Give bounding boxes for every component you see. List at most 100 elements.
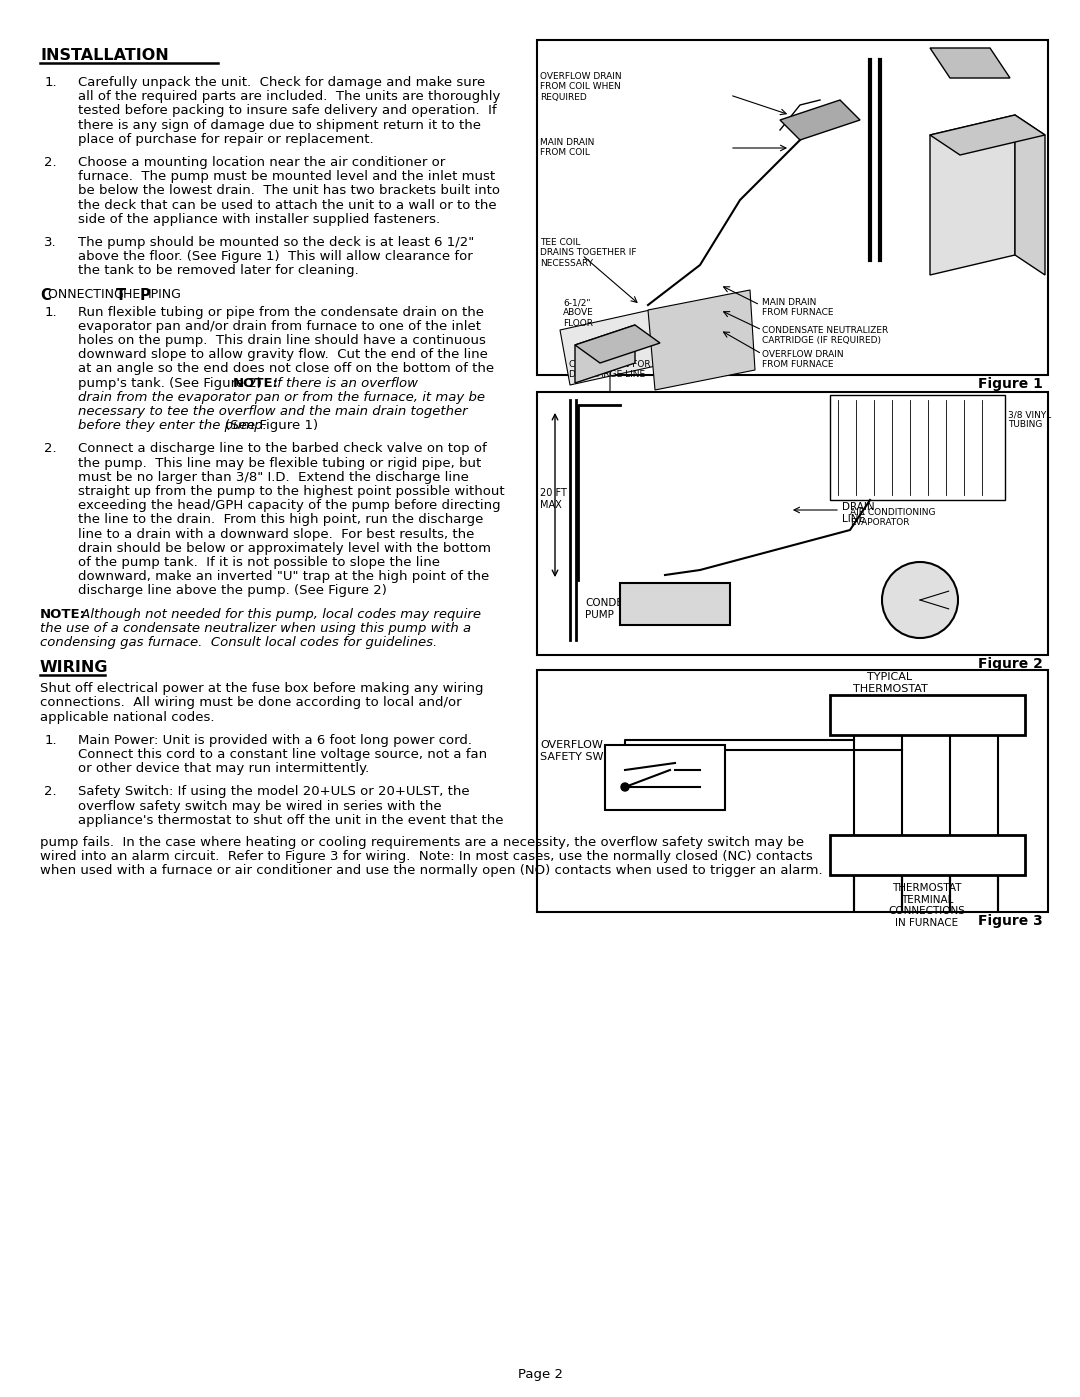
Text: Y: Y bbox=[988, 701, 1008, 729]
Text: evaporator pan and/or drain from furnace to one of the inlet: evaporator pan and/or drain from furnace… bbox=[78, 320, 481, 332]
Text: WIRING: WIRING bbox=[40, 661, 108, 675]
Text: P: P bbox=[140, 288, 151, 303]
Text: when used with a furnace or air conditioner and use the normally open (NO) conta: when used with a furnace or air conditio… bbox=[40, 865, 823, 877]
Text: the use of a condensate neutralizer when using this pump with a: the use of a condensate neutralizer when… bbox=[40, 622, 471, 634]
Text: 1.: 1. bbox=[44, 306, 57, 319]
Bar bbox=[537, 671, 1048, 912]
Text: overflow safety switch may be wired in series with the: overflow safety switch may be wired in s… bbox=[78, 799, 442, 813]
Text: the line to the drain.  From this high point, run the discharge: the line to the drain. From this high po… bbox=[78, 514, 484, 527]
Bar bbox=[831, 835, 1025, 875]
Text: wired into an alarm circuit.  Refer to Figure 3 for wiring.  Note: In most cases: wired into an alarm circuit. Refer to Fi… bbox=[40, 851, 813, 863]
Text: at an angle so the end does not close off on the bottom of the: at an angle so the end does not close of… bbox=[78, 362, 495, 376]
Text: connections.  All wiring must be done according to local and/or: connections. All wiring must be done acc… bbox=[40, 696, 461, 710]
Text: holes on the pump.  This drain line should have a continuous: holes on the pump. This drain line shoul… bbox=[78, 334, 486, 346]
Text: NOTE:: NOTE: bbox=[40, 608, 86, 620]
Text: HE: HE bbox=[123, 288, 145, 300]
Text: IPING: IPING bbox=[148, 288, 181, 300]
Text: 2.: 2. bbox=[44, 785, 57, 799]
Text: before they enter the pump.: before they enter the pump. bbox=[78, 419, 267, 432]
Text: Y: Y bbox=[988, 841, 1008, 869]
Text: 2.: 2. bbox=[44, 443, 57, 455]
Polygon shape bbox=[1015, 115, 1045, 275]
Text: must be no larger than 3/8" I.D.  Extend the discharge line: must be no larger than 3/8" I.D. Extend … bbox=[78, 471, 469, 483]
Polygon shape bbox=[930, 115, 1045, 155]
Text: MAIN DRAIN
FROM COIL: MAIN DRAIN FROM COIL bbox=[540, 138, 594, 158]
Text: discharge line above the pump. (See Figure 2): discharge line above the pump. (See Figu… bbox=[78, 584, 387, 598]
Text: appliance's thermostat to shut off the unit in the event that the: appliance's thermostat to shut off the u… bbox=[78, 814, 503, 827]
Text: OVERFLOW
SAFETY SWITCH: OVERFLOW SAFETY SWITCH bbox=[540, 740, 629, 761]
Text: the deck that can be used to attach the unit to a wall or to the: the deck that can be used to attach the … bbox=[78, 198, 497, 211]
Text: above the floor. (See Figure 1)  This will allow clearance for: above the floor. (See Figure 1) This wil… bbox=[78, 250, 473, 263]
Text: side of the appliance with installer supplied fasteners.: side of the appliance with installer sup… bbox=[78, 212, 441, 226]
Text: G: G bbox=[939, 701, 961, 729]
Text: INSTALLATION: INSTALLATION bbox=[40, 47, 168, 63]
Text: TEE COIL
DRAINS TOGETHER IF
NECESSARY: TEE COIL DRAINS TOGETHER IF NECESSARY bbox=[540, 237, 636, 268]
Text: W: W bbox=[887, 841, 917, 869]
Text: Although not needed for this pump, local codes may require: Although not needed for this pump, local… bbox=[77, 608, 481, 620]
Text: pump's tank. (See Figure 2): pump's tank. (See Figure 2) bbox=[78, 377, 270, 390]
Text: 2.: 2. bbox=[44, 156, 57, 169]
Text: Shut off electrical power at the fuse box before making any wiring: Shut off electrical power at the fuse bo… bbox=[40, 682, 484, 696]
Text: the tank to be removed later for cleaning.: the tank to be removed later for cleanin… bbox=[78, 264, 359, 278]
Text: 20 FT
MAX: 20 FT MAX bbox=[540, 488, 567, 510]
Text: Figure 1: Figure 1 bbox=[978, 377, 1043, 391]
Text: R: R bbox=[843, 841, 865, 869]
Text: place of purchase for repair or replacement.: place of purchase for repair or replacem… bbox=[78, 133, 374, 145]
Text: condensing gas furnace.  Consult local codes for guidelines.: condensing gas furnace. Consult local co… bbox=[40, 636, 437, 650]
Text: pump fails.  In the case where heating or cooling requirements are a necessity, : pump fails. In the case where heating or… bbox=[40, 835, 805, 849]
Text: MAIN DRAIN
FROM FURNACE: MAIN DRAIN FROM FURNACE bbox=[762, 298, 834, 317]
Text: TYPICAL
THERMOSTAT: TYPICAL THERMOSTAT bbox=[852, 672, 928, 693]
Text: 3/8 VINYL
TUBING: 3/8 VINYL TUBING bbox=[1008, 409, 1051, 429]
Bar bbox=[537, 41, 1048, 374]
Bar bbox=[831, 694, 1025, 735]
Text: all of the required parts are included.  The units are thoroughly: all of the required parts are included. … bbox=[78, 91, 500, 103]
Text: drain should be below or approximately level with the bottom: drain should be below or approximately l… bbox=[78, 542, 491, 555]
Text: exceeding the head/GPH capacity of the pump before directing: exceeding the head/GPH capacity of the p… bbox=[78, 499, 501, 513]
Text: AIR CONDITIONING
EVAPORATOR: AIR CONDITIONING EVAPORATOR bbox=[850, 509, 935, 528]
Text: NC: NC bbox=[703, 782, 718, 792]
Text: necessary to tee the overflow and the main drain together: necessary to tee the overflow and the ma… bbox=[78, 405, 468, 418]
Text: furnace.  The pump must be mounted level and the inlet must: furnace. The pump must be mounted level … bbox=[78, 170, 495, 183]
Bar bbox=[620, 583, 730, 624]
Bar bbox=[831, 395, 1005, 500]
Text: DRAIN
LINE: DRAIN LINE bbox=[842, 502, 875, 524]
Text: If there is an overflow: If there is an overflow bbox=[269, 377, 418, 390]
Text: NO: NO bbox=[703, 766, 719, 775]
Text: ONNECTING: ONNECTING bbox=[48, 288, 127, 300]
Text: OVERFLOW DRAIN
FROM COIL WHEN
REQUIRED: OVERFLOW DRAIN FROM COIL WHEN REQUIRED bbox=[540, 73, 622, 102]
Text: 1.: 1. bbox=[44, 733, 57, 747]
Text: CONDENSING
GAS FURNACE: CONDENSING GAS FURNACE bbox=[955, 175, 1020, 194]
Text: CONDENSATE
PUMP: CONDENSATE PUMP bbox=[585, 598, 657, 620]
Text: Choose a mounting location near the air conditioner or: Choose a mounting location near the air … bbox=[78, 156, 445, 169]
Text: Figure 3: Figure 3 bbox=[978, 914, 1043, 928]
Text: of the pump tank.  If it is not possible to slope the line: of the pump tank. If it is not possible … bbox=[78, 556, 440, 569]
Text: downward slope to allow gravity flow.  Cut the end of the line: downward slope to allow gravity flow. Cu… bbox=[78, 348, 488, 362]
Text: R: R bbox=[843, 701, 865, 729]
Circle shape bbox=[621, 782, 629, 791]
Text: G: G bbox=[939, 841, 961, 869]
Polygon shape bbox=[930, 47, 1010, 78]
Text: be below the lowest drain.  The unit has two brackets built into: be below the lowest drain. The unit has … bbox=[78, 184, 500, 197]
Text: CONNECTION FOR
DISCHARGE LINE: CONNECTION FOR DISCHARGE LINE bbox=[569, 360, 650, 380]
Polygon shape bbox=[648, 291, 755, 390]
Text: Connect this cord to a constant line voltage source, not a fan: Connect this cord to a constant line vol… bbox=[78, 747, 487, 761]
Text: tested before packing to insure safe delivery and operation.  If: tested before packing to insure safe del… bbox=[78, 105, 497, 117]
Text: 6-1/2"
ABOVE
FLOOR: 6-1/2" ABOVE FLOOR bbox=[563, 298, 594, 328]
Circle shape bbox=[882, 562, 958, 638]
Text: T: T bbox=[116, 288, 126, 303]
Polygon shape bbox=[561, 310, 660, 386]
Text: 3.: 3. bbox=[44, 236, 57, 249]
Text: downward, make an inverted "U" trap at the high point of the: downward, make an inverted "U" trap at t… bbox=[78, 570, 489, 583]
Polygon shape bbox=[575, 326, 660, 363]
Polygon shape bbox=[930, 115, 1015, 275]
Text: Figure 2: Figure 2 bbox=[978, 657, 1043, 671]
Text: W: W bbox=[887, 701, 917, 729]
Text: Page 2: Page 2 bbox=[517, 1368, 563, 1382]
Polygon shape bbox=[575, 326, 635, 383]
Text: 1.: 1. bbox=[44, 75, 57, 89]
Bar bbox=[605, 745, 725, 810]
Text: The pump should be mounted so the deck is at least 6 1/2": The pump should be mounted so the deck i… bbox=[78, 236, 474, 249]
Text: Main Power: Unit is provided with a 6 foot long power cord.: Main Power: Unit is provided with a 6 fo… bbox=[78, 733, 472, 747]
Text: CONDENSATE NEUTRALIZER
CARTRIDGE (IF REQUIRED): CONDENSATE NEUTRALIZER CARTRIDGE (IF REQ… bbox=[762, 326, 888, 345]
Text: straight up from the pump to the highest point possible without: straight up from the pump to the highest… bbox=[78, 485, 504, 497]
